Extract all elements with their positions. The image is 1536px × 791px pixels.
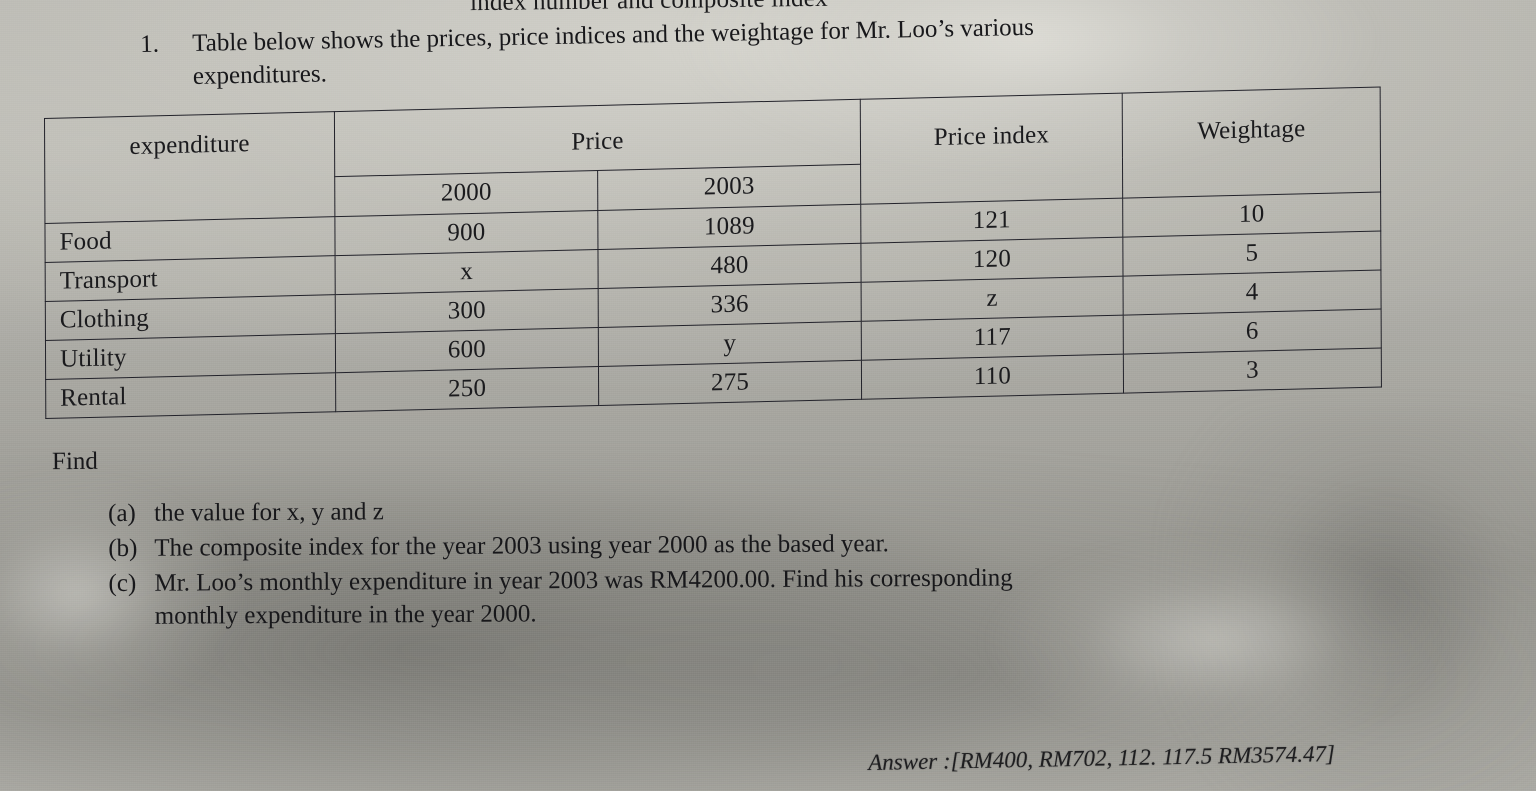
column-header-price-2000: 2000 bbox=[334, 170, 598, 217]
cell-price-2003: 1089 bbox=[597, 204, 861, 250]
data-table-container: expenditure Price Price index Weightage … bbox=[44, 87, 1382, 448]
expenditure-price-table: expenditure Price Price index Weightage … bbox=[44, 87, 1382, 420]
find-instruction: Find bbox=[51, 447, 98, 476]
part-text-continuation: monthly expenditure in the year 2000. bbox=[154, 600, 537, 630]
table-body: Food 900 1089 121 10 Transport x 480 120… bbox=[44, 192, 1382, 419]
cell-price-index: 110 bbox=[861, 354, 1124, 400]
cell-weightage: 4 bbox=[1123, 270, 1382, 316]
question-part-a: (a) the value for x, y and z bbox=[108, 492, 1408, 528]
cell-price-index: 121 bbox=[860, 198, 1123, 244]
cell-price-2000: 300 bbox=[335, 288, 599, 334]
cell-price-index: 120 bbox=[860, 237, 1124, 283]
cell-price-2003: 336 bbox=[598, 282, 862, 328]
column-header-price-2003: 2003 bbox=[597, 164, 861, 211]
cell-weightage: 5 bbox=[1122, 231, 1381, 277]
part-text: Mr. Loo’s monthly expenditure in year 20… bbox=[154, 564, 1013, 597]
question-parts-list: (a) the value for x, y and z (b) The com… bbox=[108, 492, 1409, 631]
column-header-price-index: Price index bbox=[860, 93, 1123, 205]
cell-weightage: 6 bbox=[1123, 309, 1382, 355]
cell-price-2000: 600 bbox=[335, 327, 599, 373]
cell-expenditure: Rental bbox=[45, 372, 336, 419]
answer-key-line: Answer :[RM400, RM702, 112. 117.5 RM3574… bbox=[868, 741, 1336, 775]
question-stem: 1. Table below shows the prices, price i… bbox=[140, 8, 1321, 92]
cell-price-index: z bbox=[861, 276, 1124, 322]
column-header-expenditure: expenditure bbox=[44, 111, 335, 224]
cell-price-2003: y bbox=[598, 321, 862, 367]
question-part-c: (c) Mr. Loo’s monthly expenditure in yea… bbox=[108, 562, 1408, 631]
question-part-b: (b) The composite index for the year 200… bbox=[108, 527, 1408, 563]
cell-price-2000: x bbox=[335, 249, 599, 295]
cell-weightage: 3 bbox=[1123, 348, 1382, 394]
cell-weightage: 10 bbox=[1122, 192, 1381, 238]
part-text: The composite index for the year 2003 us… bbox=[154, 530, 889, 562]
cell-expenditure: Food bbox=[44, 216, 336, 263]
column-header-price: Price bbox=[334, 99, 861, 177]
cell-price-2003: 275 bbox=[598, 360, 862, 406]
column-header-weightage: Weightage bbox=[1122, 87, 1381, 199]
part-label: (a) bbox=[108, 499, 136, 527]
cell-expenditure: Clothing bbox=[45, 294, 336, 341]
part-label: (b) bbox=[108, 534, 138, 562]
question-number: 1. bbox=[140, 30, 160, 58]
cell-expenditure: Utility bbox=[45, 333, 336, 380]
cell-expenditure: Transport bbox=[45, 255, 336, 302]
cell-price-2003: 480 bbox=[597, 243, 862, 289]
cell-price-2000: 900 bbox=[334, 210, 598, 256]
cell-price-index: 117 bbox=[861, 315, 1124, 361]
cell-price-2000: 250 bbox=[335, 366, 599, 412]
part-text: the value for x, y and z bbox=[153, 498, 384, 527]
part-label: (c) bbox=[108, 569, 137, 597]
cut-off-heading-text: index number and composite index bbox=[469, 0, 828, 17]
